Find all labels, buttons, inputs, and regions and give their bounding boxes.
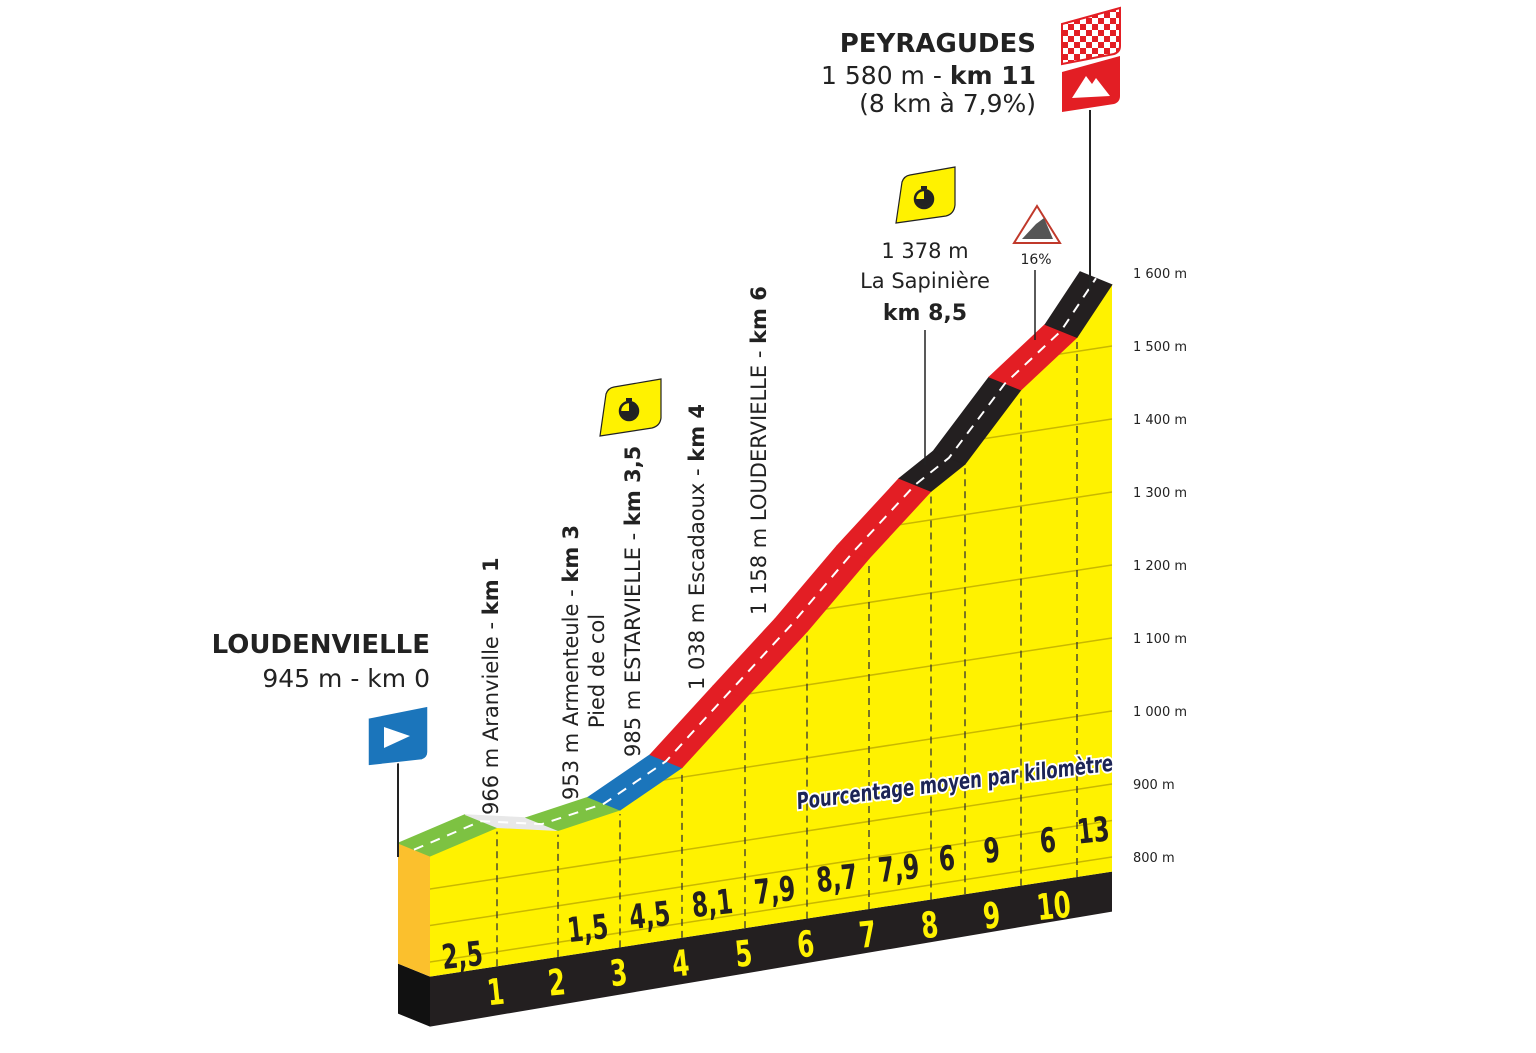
gradient-label: 2,5	[440, 933, 485, 977]
gradient-label: 7,9	[752, 868, 797, 912]
gridline	[430, 856, 1112, 968]
waypoint-km: km 1	[479, 557, 503, 615]
gridline	[430, 783, 1112, 895]
waypoint-aranvielle: 966 m Aranvielle - km 1	[479, 557, 503, 815]
km-tick-label: 8	[919, 904, 940, 948]
mountain-glyph	[1072, 76, 1110, 98]
gradient-label: 9	[982, 830, 1002, 871]
finish-climb: (8 km à 7,9%)	[859, 89, 1036, 118]
finish-detail: 1 580 m - km 11	[821, 61, 1036, 90]
profile-side-face	[398, 843, 430, 977]
waypoint-armenteule: 953 m Armenteule - km 3	[559, 525, 583, 800]
road	[396, 271, 1113, 857]
road-centerline	[413, 277, 1097, 851]
gradient-label: 1,5	[565, 906, 610, 950]
km-tick-label: 3	[608, 952, 629, 996]
finish-km: km 11	[950, 61, 1036, 90]
finish-elevation: 1 580 m -	[821, 61, 950, 90]
steep-gradient-marker	[1012, 204, 1062, 340]
waypoint-pied-de-col: Pied de col	[585, 614, 609, 728]
waypoint-km: km 3	[559, 525, 583, 583]
km-tick-label: 7	[857, 914, 878, 958]
y-tick-label: 900 m	[1133, 778, 1175, 793]
km-tick-label: 2	[546, 961, 567, 1005]
base-band-side	[398, 963, 430, 1027]
checkered-flag-icon	[1061, 6, 1121, 66]
y-tick-label: 800 m	[1133, 851, 1175, 866]
y-tick-label: 1 000 m	[1133, 705, 1187, 720]
km-tick-label: 10	[1035, 884, 1073, 929]
chart-labels: 2,51,5 4,5 8,1 7,9 8,7 7,9 6 9 6 131 2 3 4 5 6 7 8 9 10	[440, 809, 1112, 1015]
finish-name: PEYRAGUDES	[840, 29, 1036, 59]
sapiniere-marker	[895, 166, 956, 465]
km-tick-label: 6	[795, 923, 816, 967]
waypoint-km: km 6	[747, 286, 771, 344]
sapiniere-km: km 8,5	[883, 301, 967, 326]
waypoint-escadaoux: 1 038 m Escadaoux - km 4	[685, 404, 709, 690]
y-tick-label: 1 600 m	[1133, 267, 1187, 282]
start-marker	[367, 705, 429, 857]
waypoint-loudervielle: 1 158 m LOUDERVIELLE - km 6	[747, 286, 771, 615]
y-tick-label: 1 300 m	[1133, 486, 1187, 501]
km-tick-label: 9	[981, 894, 1002, 938]
waypoint-text: 1 158 m LOUDERVIELLE -	[747, 344, 771, 615]
waypoint-km: km 4	[685, 404, 709, 462]
y-tick-label: 1 500 m	[1133, 340, 1187, 355]
km-tick-label: 4	[670, 942, 691, 986]
gradient-label: 7,9	[876, 846, 921, 890]
waypoint-km: km 3,5	[621, 446, 645, 526]
base-band	[398, 871, 1112, 1027]
gradient-label: 4,5	[627, 893, 672, 937]
y-tick-label: 1 400 m	[1133, 413, 1187, 428]
estarvielle-stopwatch	[599, 378, 662, 437]
y-axis-ticks: 800 m 900 m 1 000 m 1 100 m 1 200 m 1 300 m 1 …	[1133, 267, 1187, 866]
y-tick-label: 1 100 m	[1133, 632, 1187, 647]
sapiniere-elevation: 1 378 m	[881, 239, 968, 263]
km-tick-label: 1	[485, 971, 506, 1015]
km-tick-label: 5	[733, 933, 754, 977]
finish-marker	[1061, 6, 1121, 290]
profile-face	[398, 284, 1112, 977]
waypoint-text: 953 m Armenteule -	[559, 583, 583, 800]
sapiniere-name: La Sapinière	[860, 269, 990, 293]
start-detail: 945 m - km 0	[262, 664, 430, 693]
km-dividers	[496, 341, 1078, 967]
gradient-label: 8,7	[814, 856, 859, 900]
waypoint-text: 966 m Aranvielle -	[479, 615, 503, 815]
steep-gradient-label: 16%	[1020, 252, 1051, 268]
gridline	[430, 819, 1112, 931]
start-name: LOUDENVIELLE	[212, 630, 430, 660]
y-tick-label: 1 200 m	[1133, 559, 1187, 574]
play-arrow-icon	[384, 727, 410, 748]
waypoint-text: 1 038 m Escadaoux -	[685, 462, 709, 690]
profile-front-face	[430, 284, 1112, 977]
gradient-label: 8,1	[690, 881, 735, 925]
base-band-front	[430, 871, 1112, 1027]
waypoint-text: 985 m ESTARVIELLE -	[621, 526, 645, 757]
gradient-label: 13	[1075, 809, 1111, 852]
waypoint-estarvielle: 985 m ESTARVIELLE - km 3,5	[621, 446, 645, 757]
gradient-label: 6	[937, 838, 957, 879]
gradient-label: 6	[1038, 820, 1058, 861]
